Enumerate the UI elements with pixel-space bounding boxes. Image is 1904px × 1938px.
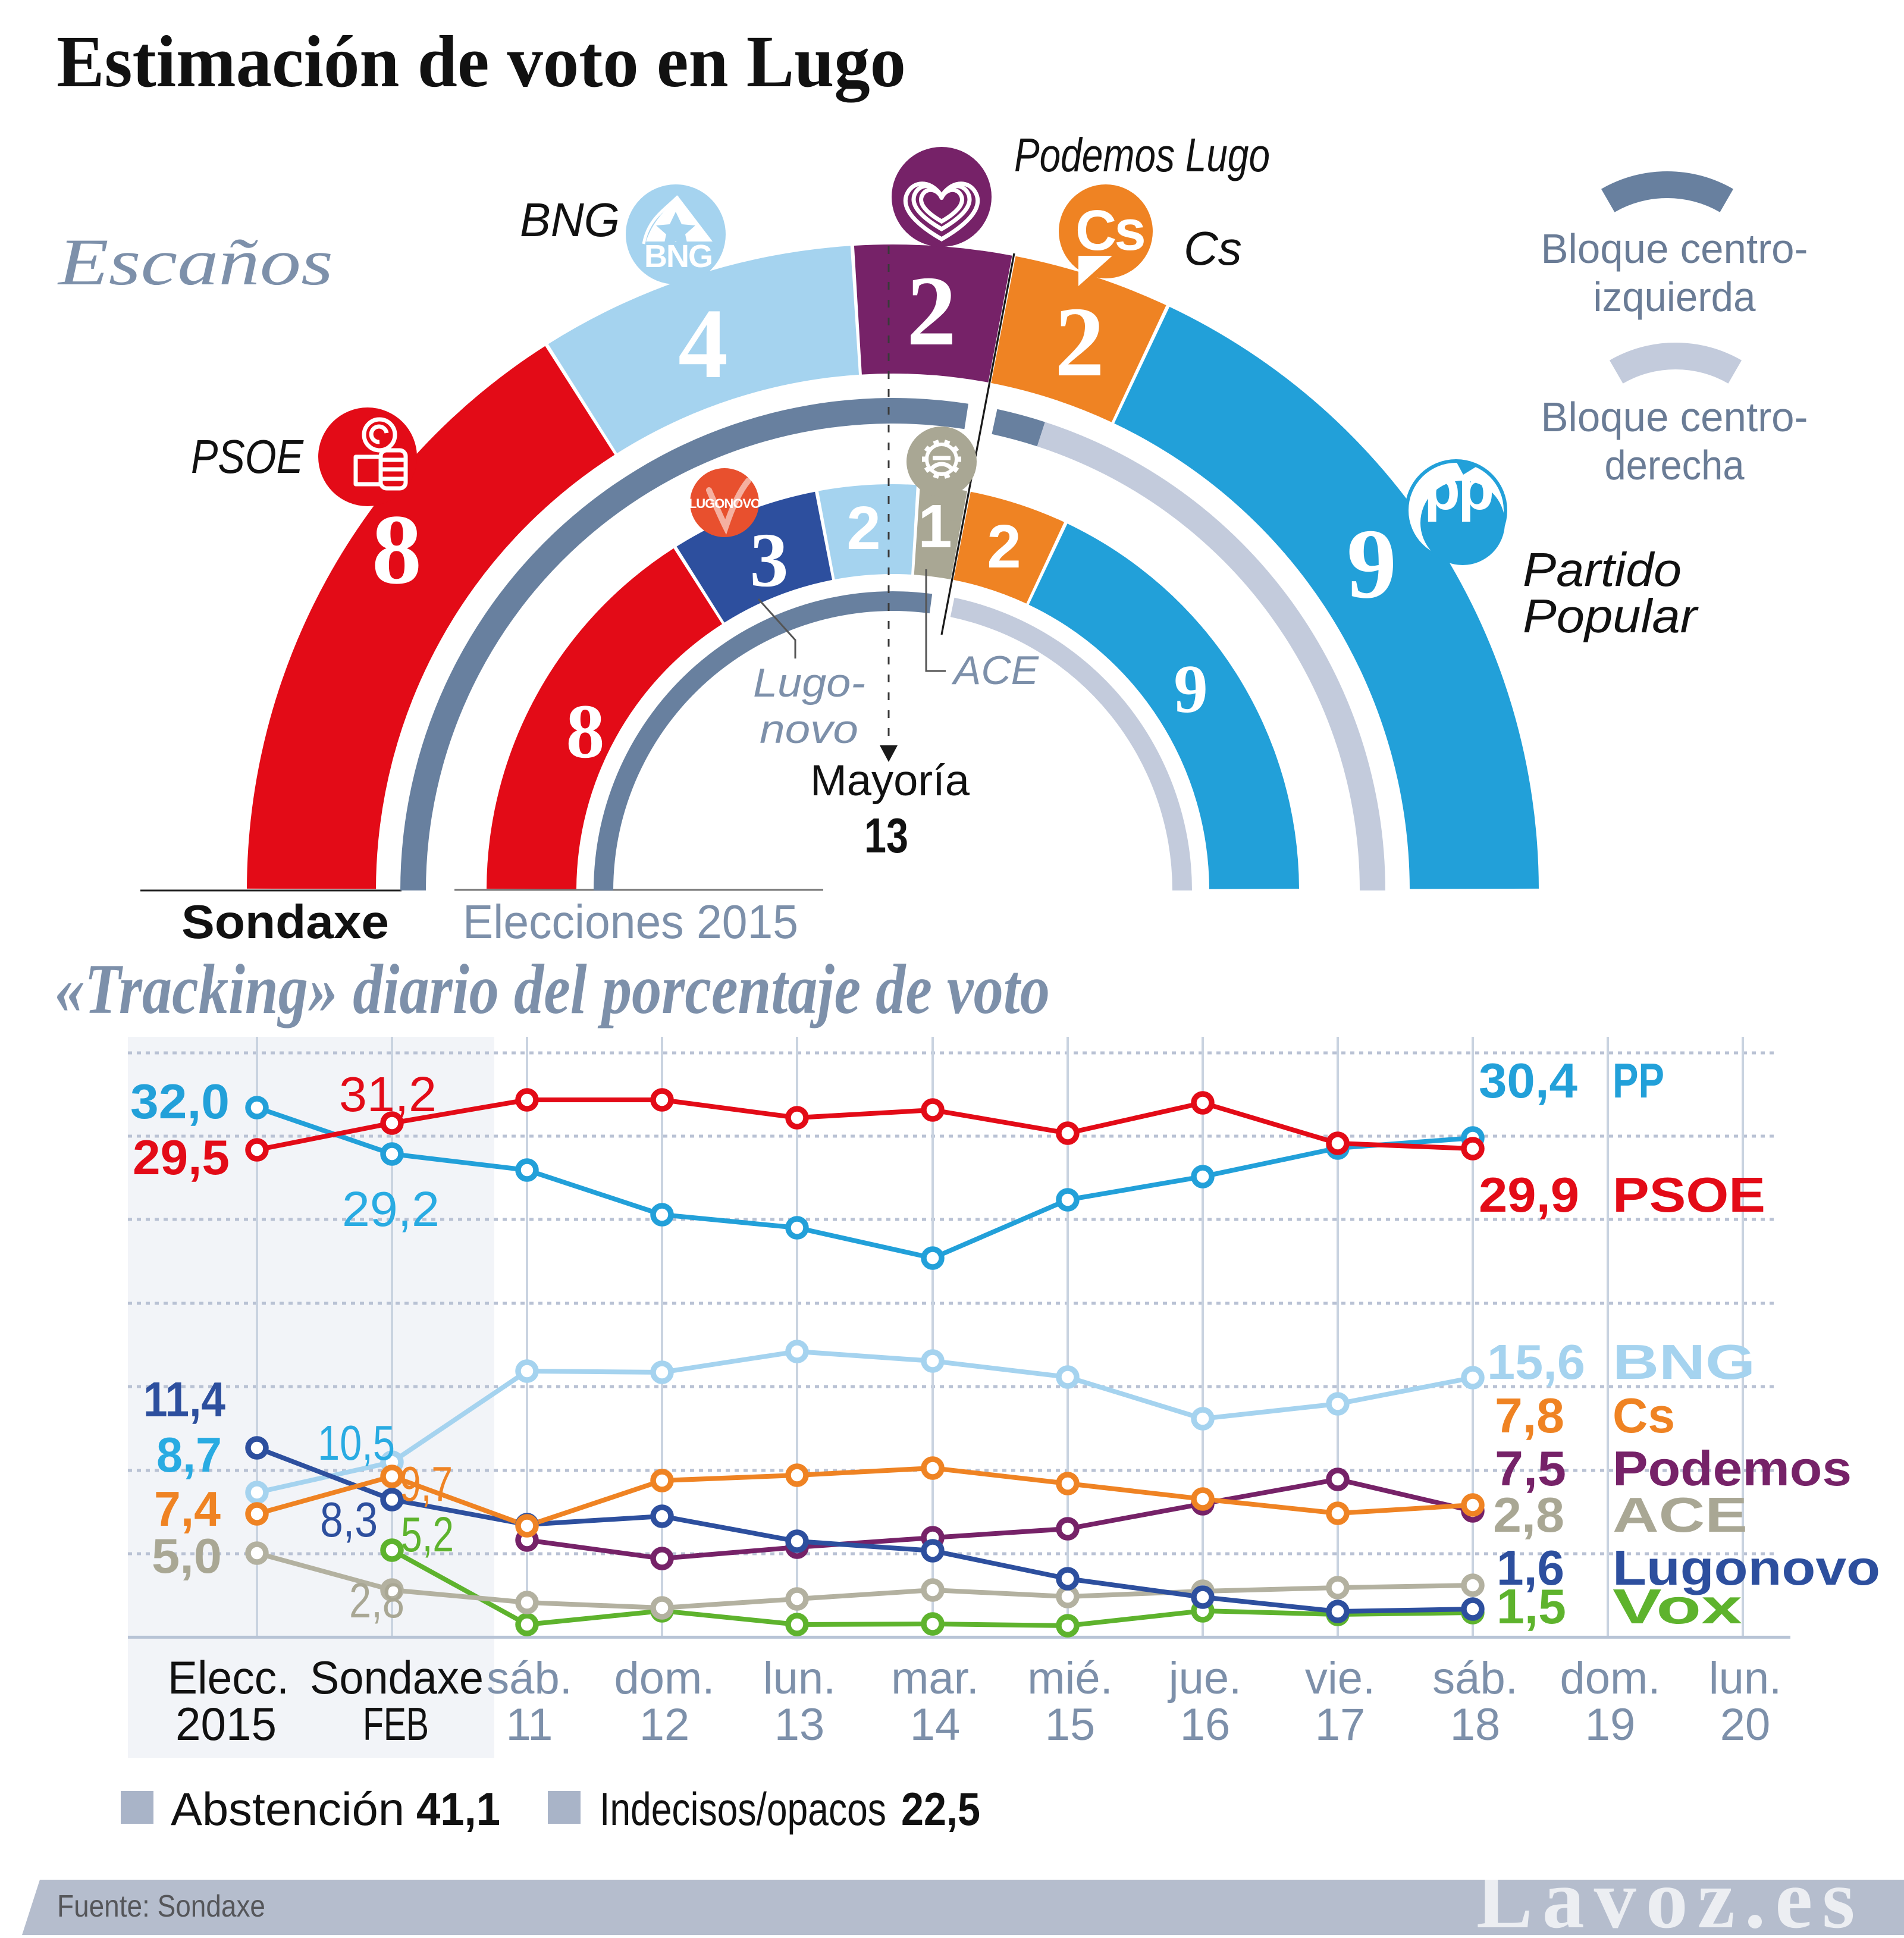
svg-text:8,3: 8,3 <box>320 1492 378 1547</box>
svg-text:10,5: 10,5 <box>318 1415 395 1470</box>
svg-text:20: 20 <box>1720 1699 1771 1750</box>
svg-text:8,7: 8,7 <box>156 1427 222 1482</box>
svg-text:Bloque centro-: Bloque centro- <box>1541 394 1808 440</box>
svg-text:Popular: Popular <box>1523 589 1699 642</box>
svg-text:11: 11 <box>506 1699 553 1750</box>
svg-text:7,8: 7,8 <box>1495 1388 1564 1443</box>
svg-text:Cs: Cs <box>1075 199 1144 262</box>
svg-text:30,4: 30,4 <box>1479 1053 1577 1108</box>
svg-text:Elecc.: Elecc. <box>168 1651 289 1704</box>
svg-text:1,5: 1,5 <box>1497 1579 1566 1634</box>
svg-text:29,9: 29,9 <box>1479 1167 1579 1222</box>
svg-text:12: 12 <box>639 1699 690 1750</box>
svg-text:ACE: ACE <box>951 648 1039 693</box>
svg-text:1: 1 <box>918 492 952 560</box>
svg-text:15,6: 15,6 <box>1487 1334 1585 1390</box>
svg-text:Mayoría: Mayoría <box>810 757 970 805</box>
svg-text:novo: novo <box>760 707 858 752</box>
svg-text:pp: pp <box>1424 456 1492 522</box>
svg-text:Estimación de voto en Lugo: Estimación de voto en Lugo <box>57 21 906 103</box>
svg-text:lun.: lun. <box>1709 1653 1782 1704</box>
svg-text:«Tracking» diario del porcenta: «Tracking» diario del porcentaje de voto <box>55 949 1050 1028</box>
svg-text:8: 8 <box>372 494 422 605</box>
svg-text:jue.: jue. <box>1168 1653 1242 1704</box>
svg-text:izquierda: izquierda <box>1594 274 1756 320</box>
svg-text:Lavoz.es: Lavoz.es <box>1476 1852 1865 1935</box>
svg-text:1,6: 1,6 <box>1497 1540 1564 1595</box>
svg-text:31,2: 31,2 <box>339 1067 437 1122</box>
svg-text:Vox: Vox <box>1613 1579 1742 1634</box>
svg-text:2015: 2015 <box>175 1698 277 1750</box>
svg-text:18: 18 <box>1450 1699 1501 1750</box>
svg-text:PSOE: PSOE <box>1613 1167 1765 1222</box>
svg-text:derecha: derecha <box>1605 442 1745 488</box>
svg-text:Sondaxe: Sondaxe <box>310 1651 484 1704</box>
svg-text:2: 2 <box>1055 287 1105 397</box>
svg-text:BNG: BNG <box>520 193 620 246</box>
svg-text:9: 9 <box>1174 651 1208 727</box>
svg-text:2: 2 <box>906 256 956 366</box>
svg-text:29,5: 29,5 <box>133 1130 230 1185</box>
svg-text:Elecciones 2015: Elecciones 2015 <box>463 895 798 948</box>
svg-text:Sondaxe: Sondaxe <box>181 895 389 948</box>
svg-text:4: 4 <box>678 288 728 399</box>
svg-text:Escaños: Escaños <box>57 225 333 299</box>
svg-text:Cs: Cs <box>1184 222 1242 275</box>
svg-text:Podemos Lugo: Podemos Lugo <box>1014 128 1270 181</box>
svg-text:7,5: 7,5 <box>1495 1441 1566 1496</box>
svg-text:sáb.: sáb. <box>487 1653 572 1704</box>
svg-text:11,4: 11,4 <box>143 1372 225 1427</box>
svg-text:9: 9 <box>1347 509 1397 619</box>
svg-text:Bloque centro-: Bloque centro- <box>1541 225 1808 272</box>
svg-text:dom.: dom. <box>614 1653 715 1704</box>
svg-text:13: 13 <box>774 1699 825 1750</box>
svg-text:32,0: 32,0 <box>130 1074 230 1129</box>
svg-text:17: 17 <box>1315 1699 1366 1750</box>
svg-text:5,0: 5,0 <box>152 1528 222 1583</box>
svg-text:15: 15 <box>1045 1699 1096 1750</box>
svg-text:Cs: Cs <box>1613 1388 1675 1443</box>
svg-text:7,4: 7,4 <box>154 1481 221 1536</box>
svg-text:14: 14 <box>910 1699 961 1750</box>
svg-text:mar.: mar. <box>891 1653 979 1704</box>
svg-text:BNG: BNG <box>1613 1334 1755 1390</box>
svg-text:ACE: ACE <box>1613 1487 1748 1542</box>
svg-text:5,2: 5,2 <box>401 1507 454 1562</box>
svg-text:13: 13 <box>864 808 908 863</box>
svg-text:Abstención: Abstención <box>171 1783 404 1835</box>
svg-text:Partido: Partido <box>1523 543 1682 596</box>
svg-text:8: 8 <box>566 689 605 774</box>
svg-text:9,7: 9,7 <box>400 1456 453 1511</box>
svg-text:PP: PP <box>1613 1053 1664 1108</box>
svg-text:Indecisos/opacos: Indecisos/opacos <box>600 1783 886 1835</box>
svg-text:dom.: dom. <box>1560 1653 1661 1704</box>
svg-text:22,5: 22,5 <box>901 1783 980 1835</box>
svg-text:sáb.: sáb. <box>1432 1653 1518 1704</box>
svg-text:2,8: 2,8 <box>1493 1487 1564 1542</box>
svg-text:BNG: BNG <box>644 239 712 274</box>
svg-text:29,2: 29,2 <box>342 1181 440 1237</box>
svg-text:LUGONOVO: LUGONOVO <box>689 496 761 511</box>
svg-text:41,1: 41,1 <box>416 1783 500 1835</box>
svg-text:Podemos: Podemos <box>1613 1441 1852 1496</box>
svg-text:mié.: mié. <box>1027 1653 1113 1704</box>
svg-text:2: 2 <box>846 494 880 562</box>
svg-text:Fuente: Sondaxe: Fuente: Sondaxe <box>57 1889 265 1924</box>
svg-text:3: 3 <box>750 518 789 603</box>
svg-text:19: 19 <box>1585 1699 1636 1750</box>
svg-text:FEB: FEB <box>363 1698 429 1750</box>
svg-text:vie.: vie. <box>1305 1653 1375 1704</box>
svg-text:lun.: lun. <box>763 1653 836 1704</box>
svg-text:16: 16 <box>1180 1699 1231 1750</box>
svg-text:2: 2 <box>987 512 1021 581</box>
svg-text:Lugo-: Lugo- <box>753 660 865 705</box>
svg-text:2,8: 2,8 <box>349 1573 404 1628</box>
svg-text:Lugonovo: Lugonovo <box>1613 1540 1880 1595</box>
svg-text:PSOE: PSOE <box>191 430 304 483</box>
